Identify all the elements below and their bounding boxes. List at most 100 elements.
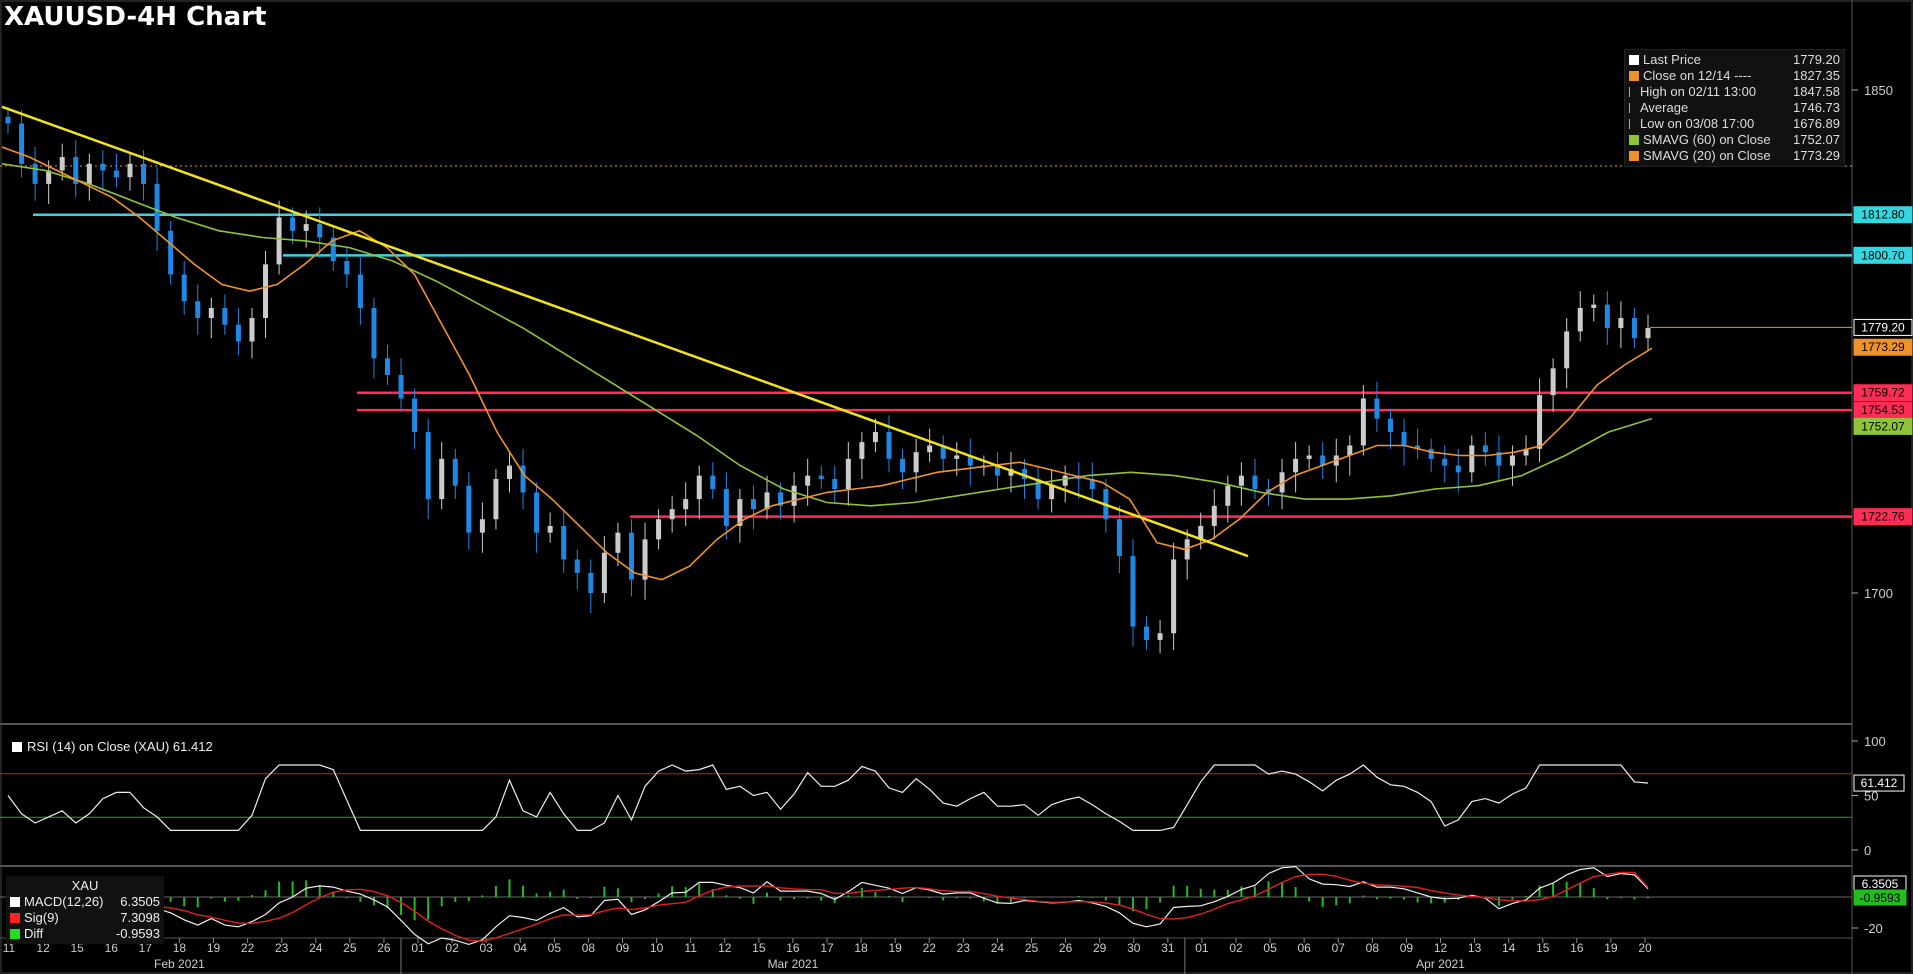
price-tag: 1800.70: [1853, 246, 1913, 264]
candle-body: [1198, 525, 1204, 540]
candle-body: [1306, 455, 1312, 459]
candle-body: [615, 532, 621, 553]
x-tick-label: 16: [1570, 941, 1584, 955]
legend-value: 1752.07: [1793, 132, 1840, 147]
candle-body: [195, 301, 201, 319]
candle-body: [493, 478, 499, 520]
rsi-tag-value: 61.412: [1861, 776, 1898, 790]
month-label: Feb 2021: [154, 957, 205, 971]
macd-tag-value: -0.9593: [1860, 891, 1901, 905]
x-tick-label: 09: [616, 941, 630, 955]
candle-body: [1604, 304, 1610, 329]
candle-body: [520, 465, 526, 493]
macd-legend-label: Sig(9): [24, 910, 59, 925]
x-tick-label: 18: [173, 941, 187, 955]
candle-body: [398, 375, 404, 399]
high-marker-icon: [1629, 87, 1636, 97]
legend-row: Last Price 1779.20: [1629, 52, 1840, 68]
candle-body: [357, 274, 363, 308]
square-icon: [12, 741, 22, 752]
candle-body: [669, 509, 675, 520]
candle-body: [1523, 448, 1529, 456]
legend-value: 1827.35: [1793, 68, 1840, 83]
candle-body: [1442, 458, 1448, 466]
rsi-tag-box: [1853, 774, 1905, 792]
candle-body: [791, 485, 797, 506]
candle-body: [628, 532, 634, 580]
price-tag-box: [1853, 318, 1913, 336]
candle-body: [859, 442, 865, 459]
price-tag-box: [1853, 417, 1913, 435]
legend-row: SMAVG (60) on Close 1752.07: [1629, 132, 1840, 148]
price-tag-box: [1853, 338, 1913, 356]
candle-body: [168, 230, 174, 275]
candle-body: [1455, 465, 1461, 473]
price-tag-value: 1779.20: [1861, 320, 1905, 334]
candle-body: [818, 475, 824, 479]
macd-legend-row: MACD(12,26) 6.3505: [10, 894, 160, 910]
price-tag: 1722.76: [1853, 508, 1913, 526]
macd-legend-row: Diff -0.9593: [10, 926, 160, 942]
legend-value: 1746.73: [1793, 100, 1840, 115]
legend-label: Close on 12/14 ----: [1643, 68, 1752, 83]
square-icon: [1629, 71, 1639, 81]
candle-body: [832, 478, 838, 490]
x-tick-label: 02: [445, 941, 459, 955]
sma60-line: [1, 163, 1653, 507]
x-tick-label: 26: [377, 941, 391, 955]
candle-body: [425, 432, 431, 500]
x-tick-label: 24: [309, 941, 323, 955]
candle-body: [371, 307, 377, 359]
candle-body: [588, 572, 594, 593]
rsi-label: RSI (14) on Close (XAU) 61.412: [12, 739, 213, 754]
candle-body: [46, 170, 52, 184]
candle-body: [1130, 556, 1136, 627]
candle-body: [452, 458, 458, 486]
x-tick-label: 12: [718, 941, 732, 955]
square-icon: [1629, 151, 1639, 161]
x-tick-label: 15: [752, 941, 766, 955]
candle-body: [737, 499, 743, 526]
candle-body: [710, 475, 716, 490]
candle-body: [317, 224, 323, 238]
legend-row: Average 1746.73: [1629, 100, 1840, 116]
x-tick-label: 12: [1434, 941, 1448, 955]
x-tick-label: 19: [888, 941, 902, 955]
candle-body: [1469, 445, 1475, 473]
rsi-value-tag: 61.412: [1853, 774, 1905, 792]
x-tick-label: 22: [241, 941, 255, 955]
price-tag-value: 1759.72: [1861, 386, 1905, 400]
macd-title: XAU: [71, 878, 99, 893]
x-tick-label: 11: [3, 941, 16, 955]
candle-body: [1035, 478, 1041, 500]
x-tick-label: 31: [1161, 941, 1175, 955]
square-icon: [10, 929, 20, 939]
candle-body: [940, 445, 946, 459]
x-tick-label: 11: [684, 941, 697, 955]
candle-body: [5, 116, 11, 124]
x-tick-label: 17: [139, 941, 153, 955]
candle-body: [764, 492, 770, 510]
x-tick-label: 12: [36, 941, 50, 955]
candle-body: [1293, 458, 1299, 473]
x-tick-label: 20: [1638, 941, 1652, 955]
candle-body: [412, 398, 418, 433]
candle-body: [1496, 452, 1502, 466]
candle-body: [547, 525, 553, 533]
candle-body: [222, 307, 228, 325]
candle-body: [1252, 475, 1258, 490]
macd-tag-box: [1853, 889, 1907, 906]
macd-legend-row: Sig(9) 7.3098: [10, 910, 160, 926]
candle-body: [1022, 468, 1028, 479]
price-tag-value: 1722.76: [1861, 510, 1905, 524]
macd-tag-value: 6.3505: [1862, 877, 1899, 891]
x-tick-label: 24: [991, 941, 1005, 955]
rsi-tick-label: 100: [1864, 734, 1886, 749]
candle-body: [723, 489, 729, 526]
legend-label: SMAVG (60) on Close: [1643, 132, 1771, 147]
candle-body: [1171, 559, 1177, 634]
legend-label: Average: [1640, 100, 1689, 115]
low-marker-icon: [1629, 119, 1636, 129]
